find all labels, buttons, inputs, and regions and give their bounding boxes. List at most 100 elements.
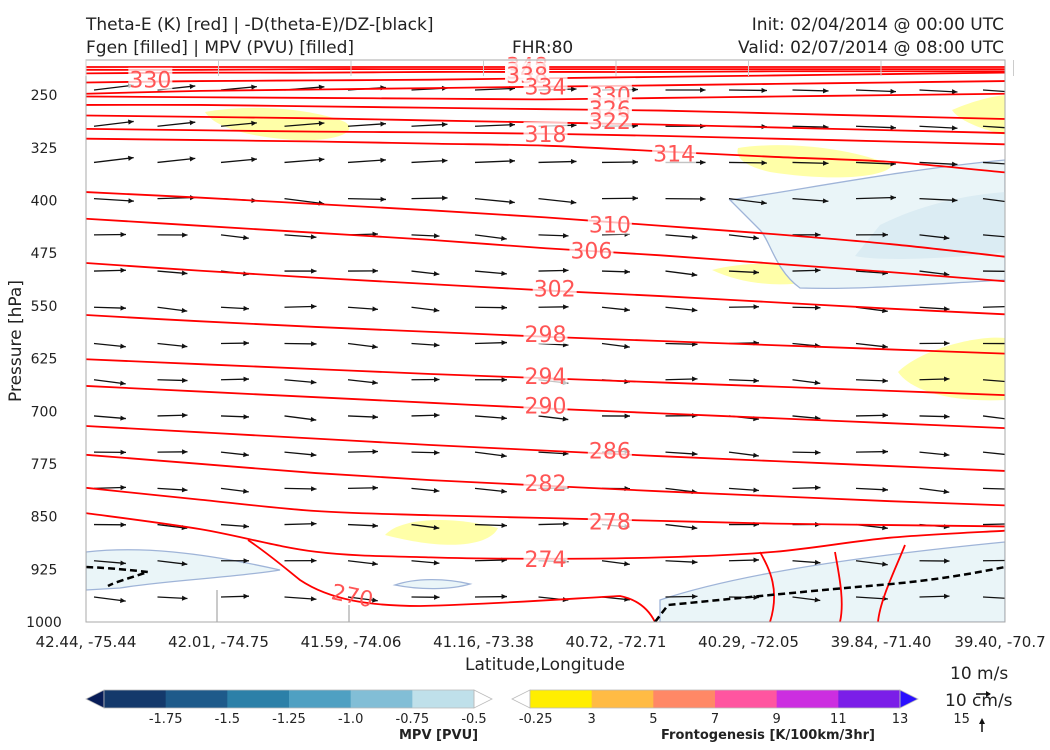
wind-vector-shaft: [982, 197, 1005, 203]
wind-vector-arrowhead: [822, 88, 829, 94]
fgen-area: [952, 95, 1005, 135]
wind-vector-shaft: [919, 89, 958, 93]
wind-vector-shaft: [982, 523, 1005, 526]
theta-e-contour: [86, 92, 1005, 101]
x-tick-label: 41.59, -74.06: [301, 633, 402, 651]
wind-vector-arrowhead: [822, 198, 829, 204]
colorbar-tick-label: -0.25: [519, 712, 553, 727]
wind-vector-arrowhead: [1006, 341, 1011, 346]
wind-vector-arrowhead: [509, 122, 515, 128]
wind-vector-arrowhead: [624, 269, 630, 275]
wind-vector-shaft: [982, 596, 1005, 599]
wind-vector-arrowhead: [310, 416, 317, 422]
wind-vector-arrowhead: [243, 523, 249, 529]
y-tick-label: 775: [31, 457, 58, 473]
wind-vector-arrowhead: [882, 232, 888, 238]
wind-vector-arrowhead: [691, 525, 698, 531]
wind-vector-arrowhead: [943, 376, 950, 382]
colorbar-swatch: [412, 690, 475, 708]
wind-vector-shaft: [157, 157, 196, 164]
wind-vector-arrowhead: [501, 488, 507, 494]
colorbar-tick-label: -0.75: [396, 712, 430, 727]
wind-vector-arrowhead: [380, 157, 386, 163]
wind-vector-arrowhead: [120, 560, 126, 566]
wind-vector-shaft: [347, 123, 386, 127]
wind-vector-arrowhead: [944, 413, 950, 420]
wind-vector-shaft: [411, 197, 448, 200]
theta-e-label-bg: [569, 238, 614, 261]
wind-vector-arrowhead: [120, 305, 126, 311]
colorbar-tick-label: 11: [830, 712, 847, 727]
wind-vector-shaft: [982, 161, 1005, 165]
theta-e-contour: [759, 551, 775, 622]
wind-vector-arrowhead: [251, 84, 257, 90]
x-tick-label: 39.40, -70.7: [954, 633, 1045, 651]
wind-vector-arrowhead: [890, 125, 896, 131]
wind-vector-arrowhead: [943, 306, 950, 312]
wind-vector-arrowhead: [761, 87, 767, 93]
wind-vector-arrowhead: [882, 487, 888, 493]
wind-vector-shaft: [93, 197, 134, 202]
wind-vector-arrowhead: [433, 307, 440, 313]
wind-vector-shaft: [982, 487, 1005, 490]
wind-vector-arrowhead: [181, 270, 188, 276]
colorbar-swatch: [165, 690, 228, 708]
wind-vector-arrowhead: [501, 270, 507, 276]
wind-vector-arrowhead: [624, 343, 630, 349]
wind-vector-arrowhead: [434, 450, 440, 456]
theta-e-label: 294: [525, 365, 567, 390]
colorbar-tick-label: -1.5: [215, 712, 240, 727]
fgen-colorbar-label: Frontogenesis [K/100km/3hr]: [661, 728, 875, 743]
wind-vector-arrowhead: [563, 267, 569, 274]
wind-vector-shaft: [919, 197, 958, 202]
mpv-area: [659, 541, 1005, 622]
y-tick-label: 925: [31, 562, 58, 578]
colorbar-tick-label: -0.5: [461, 712, 486, 727]
wind-vector-arrowhead: [700, 87, 706, 93]
wind-vector-arrowhead: [943, 271, 950, 277]
colorbar-tick-label: -1.0: [338, 712, 363, 727]
wind-vector-shaft: [474, 197, 515, 204]
wind-vector-shaft: [855, 125, 896, 129]
wind-vector-arrowhead: [951, 197, 958, 203]
wind-vector-arrowhead: [563, 304, 569, 310]
colorbar-swatch: [838, 690, 901, 708]
theta-e-contour: [86, 103, 1005, 120]
wind-vector-arrowhead: [372, 561, 378, 567]
wind-vector-arrowhead: [562, 416, 569, 422]
theta-e-contour: [86, 425, 1005, 472]
colorbar-frame: [103, 689, 475, 709]
wind-vector-arrowhead: [243, 488, 249, 494]
wind-vector-shaft: [792, 161, 829, 165]
wind-vector-shaft: [855, 196, 897, 200]
wind-vector-arrowhead: [570, 199, 577, 205]
wind-ref-horizontal-label: 10 m/s: [950, 664, 1009, 684]
wind-vector-arrowhead: [882, 412, 888, 418]
wind-vector-arrowhead: [753, 487, 759, 493]
wind-vector-arrowhead: [1005, 486, 1011, 491]
mpv-area: [86, 549, 281, 591]
wind-vector-arrowhead: [700, 196, 706, 202]
wind-vector-shaft: [792, 125, 829, 128]
y-tick-label: 400: [31, 194, 58, 210]
wind-vector-arrowhead: [882, 378, 888, 384]
y-tick-label: 625: [31, 352, 58, 368]
wind-vector-arrowhead: [814, 597, 821, 603]
mpv-colorbar-label: MPV [PVU]: [399, 728, 479, 743]
theta-e-label-bg: [523, 74, 568, 97]
x-tick-label: 42.01, -74.75: [168, 633, 269, 651]
colorbar-tick-label: -1.75: [149, 712, 183, 727]
wind-vector-arrowhead: [1005, 304, 1010, 309]
theta-e-label-bg: [523, 321, 568, 344]
wind-vector-arrowhead: [243, 305, 249, 312]
wind-vector-shaft: [982, 451, 1005, 456]
wind-vector-arrowhead: [1005, 416, 1011, 421]
wind-vector-arrowhead: [372, 268, 378, 274]
theta-e-contour: [247, 539, 656, 622]
colorbar-extend-high: [473, 689, 493, 709]
theta-e-label: 298: [525, 323, 567, 348]
wind-vector-shaft: [792, 197, 829, 202]
wind-vector-arrowhead: [951, 125, 958, 131]
wind-vector-arrowhead: [1006, 558, 1011, 563]
stability-contours: [86, 565, 1005, 622]
